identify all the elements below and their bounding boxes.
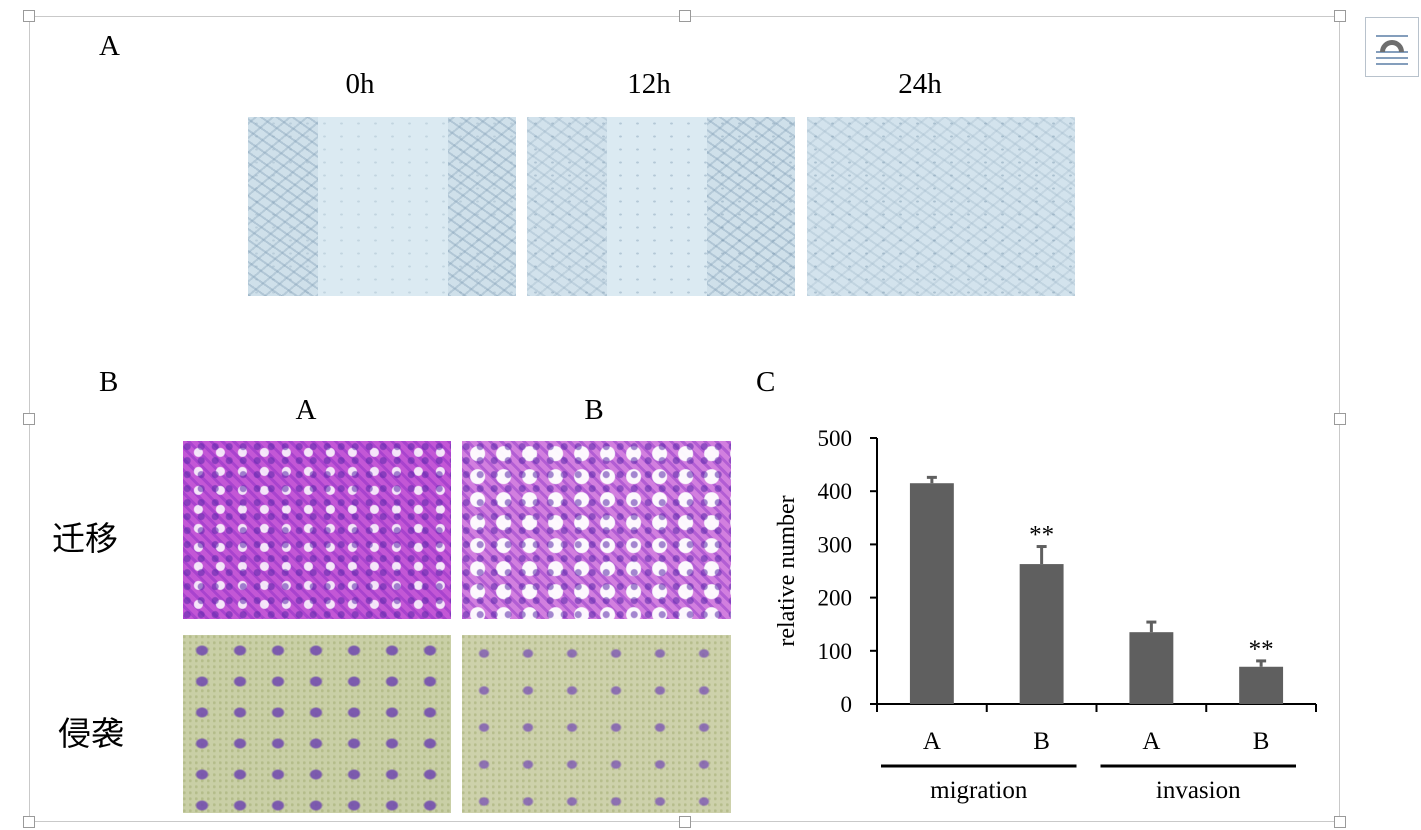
- resize-handle-top-left[interactable]: [23, 10, 35, 22]
- transwell-migration-photo-a: [183, 441, 451, 619]
- category-label: A: [1142, 728, 1160, 755]
- y-tick-label: 200: [818, 586, 853, 611]
- resize-handle-middle-right[interactable]: [1334, 413, 1346, 425]
- category-label: B: [1033, 728, 1050, 755]
- bar: [1129, 632, 1174, 704]
- column-label-a: A: [295, 394, 317, 426]
- y-tick-label: 400: [818, 479, 853, 504]
- resize-handle-middle-left[interactable]: [23, 413, 35, 425]
- resize-handle-top-right[interactable]: [1334, 10, 1346, 22]
- row-label-invasion: 侵袭: [58, 714, 124, 753]
- bar: [1239, 666, 1284, 704]
- significance-label: **: [1029, 522, 1054, 549]
- panel-c-letter: C: [756, 366, 776, 398]
- time-label-12h: 12h: [627, 68, 671, 100]
- resize-handle-bottom-right[interactable]: [1334, 816, 1346, 828]
- resize-handle-bottom-center[interactable]: [679, 816, 691, 828]
- bar: [1019, 564, 1064, 704]
- significance-label: **: [1249, 636, 1274, 663]
- group-label: invasion: [1156, 777, 1241, 804]
- category-label: A: [923, 728, 941, 755]
- y-tick-label: 100: [818, 639, 853, 664]
- layout-options-button[interactable]: [1365, 17, 1419, 77]
- wound-healing-photo-0h: [248, 117, 516, 296]
- panel-a-letter: A: [99, 30, 120, 62]
- row-label-migration: 迁移: [52, 519, 118, 558]
- transwell-invasion-photo-b: [462, 635, 731, 813]
- y-axis-label: relative number: [774, 495, 800, 646]
- wound-healing-photo-12h: [527, 117, 795, 296]
- bar-chart: 0 100 200 300 400 500 relative number A ** B A ** Bm…: [774, 426, 1317, 804]
- transwell-invasion-photo-a: [183, 635, 451, 813]
- group-label: migration: [930, 777, 1028, 804]
- column-label-b: B: [584, 394, 604, 426]
- resize-handle-top-center[interactable]: [679, 10, 691, 22]
- panel-b-letter: B: [99, 366, 119, 398]
- text-wrap-icon: [1376, 35, 1408, 65]
- y-tick-label: 300: [818, 532, 853, 557]
- y-tick-label: 0: [841, 692, 853, 717]
- bar: [909, 483, 954, 704]
- y-tick-label: 500: [818, 426, 853, 451]
- wound-healing-photo-24h: [807, 117, 1075, 296]
- time-label-0h: 0h: [345, 68, 375, 100]
- time-label-24h: 24h: [898, 68, 942, 100]
- transwell-migration-photo-b: [462, 441, 731, 619]
- resize-handle-bottom-left[interactable]: [23, 816, 35, 828]
- category-label: B: [1253, 728, 1270, 755]
